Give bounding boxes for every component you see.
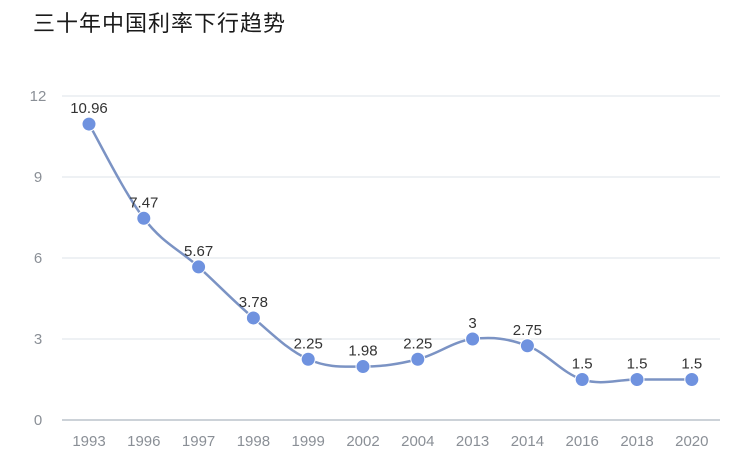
data-label: 7.47 — [129, 194, 158, 211]
data-point — [574, 372, 590, 387]
chart-title: 三十年中国利率下行趋势 — [33, 12, 287, 37]
x-tick-label: 2004 — [401, 433, 434, 450]
data-point — [191, 259, 207, 275]
data-label: 1.5 — [572, 356, 593, 373]
y-axis-ticks: 0 3 6 9 12 — [30, 88, 47, 429]
data-label: 2.25 — [403, 335, 432, 352]
y-tick-label: 6 — [34, 250, 42, 267]
data-point — [136, 210, 152, 226]
x-tick-label: 1998 — [237, 433, 270, 450]
data-point — [410, 351, 426, 367]
data-point — [465, 331, 481, 347]
data-label: 10.96 — [70, 100, 108, 117]
x-tick-label: 1993 — [72, 433, 105, 450]
series-line — [87, 123, 692, 384]
data-point — [355, 359, 371, 375]
data-label: 2.25 — [294, 335, 323, 352]
y-tick-label: 0 — [34, 412, 42, 429]
gridlines — [62, 95, 720, 421]
data-labels: 10.96 7.47 5.67 3.78 2.25 1.98 2.25 3 2.75 1.5 1.5… — [70, 100, 702, 372]
data-point — [300, 351, 316, 367]
data-label: 1.5 — [627, 356, 648, 373]
data-label: 3.78 — [239, 294, 268, 311]
x-tick-label: 2018 — [620, 433, 653, 450]
data-point — [81, 116, 97, 132]
data-point — [629, 372, 645, 387]
data-point — [519, 338, 535, 354]
x-tick-label: 2020 — [675, 433, 708, 450]
y-tick-label: 12 — [30, 88, 47, 105]
data-label: 1.98 — [348, 343, 377, 360]
data-points — [81, 116, 700, 387]
x-tick-label: 2002 — [346, 433, 379, 450]
x-tick-label: 1996 — [127, 433, 160, 450]
x-tick-label: 2016 — [566, 433, 599, 450]
x-axis-ticks: 1993 1996 1997 1998 1999 2002 2004 2013 2014 2016… — [72, 433, 708, 450]
x-tick-label: 1999 — [292, 433, 325, 450]
y-tick-label: 3 — [34, 331, 42, 348]
data-label: 2.75 — [513, 322, 542, 339]
x-tick-label: 1997 — [182, 433, 215, 450]
data-label: 3 — [468, 315, 476, 332]
data-point — [684, 372, 700, 387]
data-point — [245, 310, 261, 326]
data-label: 5.67 — [184, 243, 213, 260]
x-tick-label: 2014 — [511, 433, 544, 450]
y-tick-label: 9 — [34, 169, 42, 186]
x-tick-label: 2013 — [456, 433, 489, 450]
data-label: 1.5 — [681, 356, 702, 373]
